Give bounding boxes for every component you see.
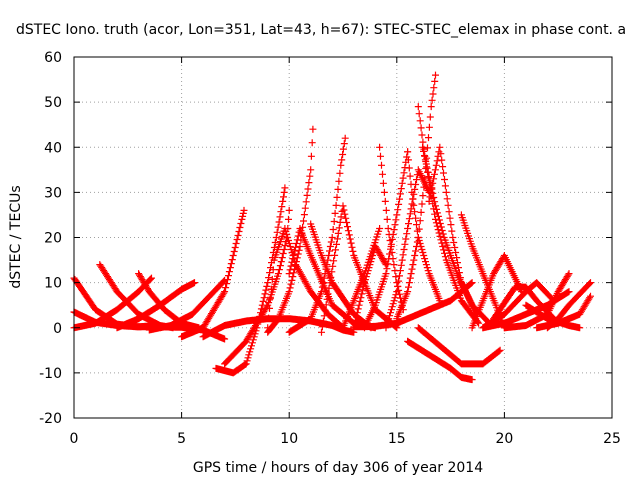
data-series: [404, 337, 476, 384]
data-series: [414, 324, 504, 368]
data-series: [533, 292, 594, 332]
data-series: [350, 279, 476, 331]
series-markers: [350, 279, 476, 331]
y-axis-label: dSTEC / TECUs: [8, 185, 24, 288]
series-markers: [404, 337, 476, 384]
x-tick-label: 25: [603, 431, 621, 447]
chart-title: dSTEC Iono. truth (acor, Lon=351, Lat=43…: [16, 22, 626, 38]
series-markers: [376, 143, 407, 314]
y-tick-label: -20: [39, 411, 62, 427]
y-tick-label: 0: [53, 321, 62, 337]
data-series: [468, 252, 526, 332]
tick-marks: [73, 56, 613, 419]
data-series: [264, 225, 347, 332]
y-tick-label: 50: [44, 95, 62, 111]
y-tick-label: -10: [39, 366, 62, 382]
series-markers: [178, 206, 248, 341]
series-markers: [393, 71, 439, 323]
x-axis-label: GPS time / hours of day 306 of year 2014: [193, 460, 483, 476]
series-markers: [468, 252, 526, 332]
x-tick-label: 5: [177, 431, 186, 447]
tick-labels: 0 5 10 15 20 25 -20 -10 0 10 20 30 40 50 60: [39, 50, 621, 447]
y-tick-label: 40: [44, 140, 62, 156]
series-markers: [414, 324, 504, 368]
y-tick-label: 60: [44, 50, 62, 66]
y-tick-label: 30: [44, 185, 62, 201]
series-markers: [145, 276, 229, 334]
x-tick-label: 0: [70, 431, 79, 447]
series-markers: [212, 184, 289, 377]
data-series: [178, 206, 248, 341]
x-tick-label: 10: [280, 431, 298, 447]
series-markers: [113, 279, 198, 332]
series-markers: [419, 143, 493, 327]
data-marks: [70, 71, 594, 384]
data-series: [212, 184, 289, 377]
series-markers: [264, 225, 347, 332]
x-tick-label: 15: [388, 431, 406, 447]
series-markers: [533, 292, 594, 332]
data-series: [113, 279, 198, 332]
data-series: [393, 71, 439, 323]
data-series: [145, 276, 229, 334]
data-series: [376, 143, 407, 314]
y-tick-label: 20: [44, 231, 62, 247]
y-tick-label: 10: [44, 276, 62, 292]
x-tick-label: 20: [495, 431, 513, 447]
data-series: [419, 143, 493, 327]
